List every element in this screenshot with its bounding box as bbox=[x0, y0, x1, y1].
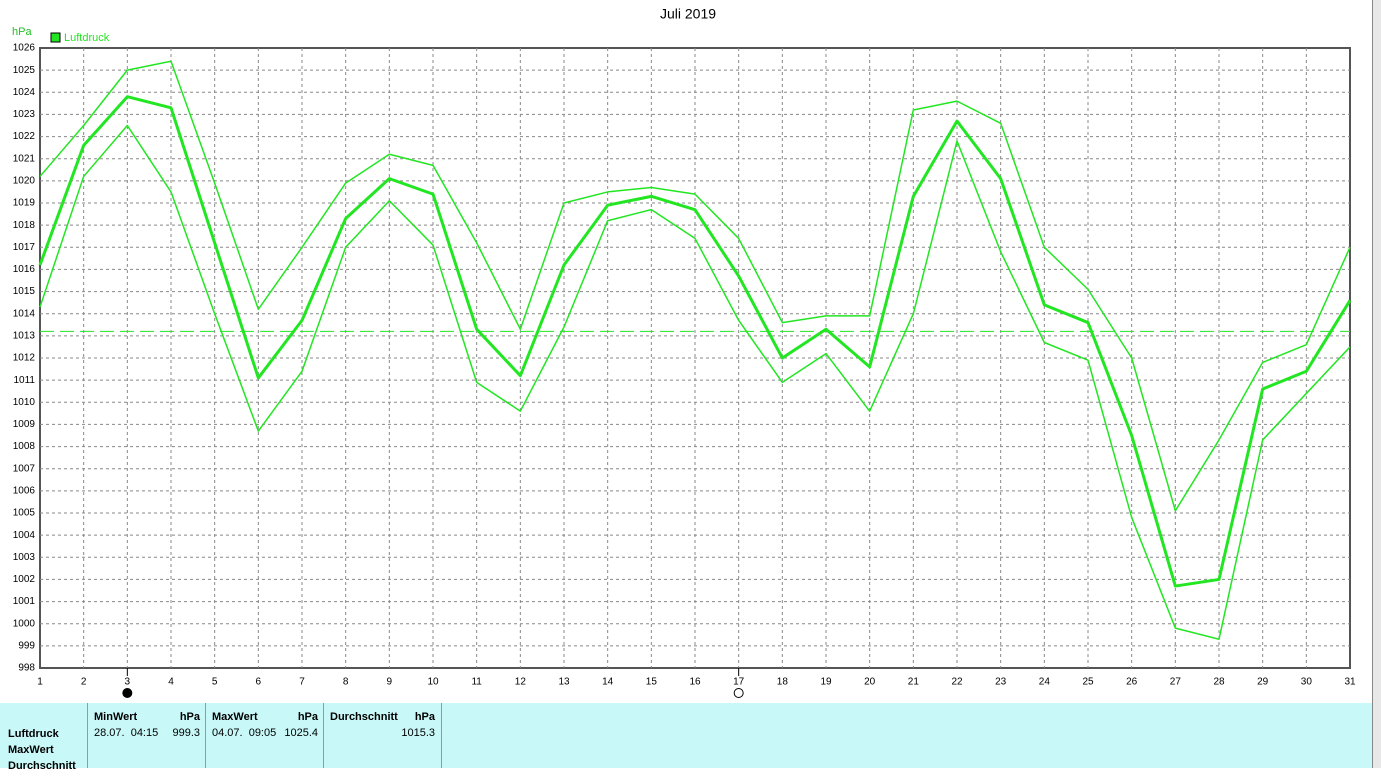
column: MaxWert hPa 04.07. 09:05 1025.4 bbox=[205, 703, 324, 768]
x-tick-label: 24 bbox=[1039, 677, 1051, 688]
y-axis-label: hPa bbox=[12, 26, 32, 38]
legend-swatch bbox=[50, 32, 61, 43]
chart-title: Juli 2019 bbox=[660, 6, 716, 22]
series-line bbox=[39, 124, 1351, 640]
x-tick-label: 6 bbox=[256, 677, 262, 688]
y-tick-label: 1007 bbox=[13, 463, 36, 474]
unit: hPa bbox=[297, 711, 318, 723]
y-tick-label: 1022 bbox=[13, 131, 36, 142]
x-tick-label: 27 bbox=[1170, 677, 1182, 688]
series-line bbox=[38, 95, 1352, 588]
y-tick-label: 1002 bbox=[13, 574, 36, 585]
y-tick-label: 1009 bbox=[13, 419, 36, 430]
x-tick-label: 12 bbox=[515, 677, 527, 688]
x-tick-label: 21 bbox=[908, 677, 920, 688]
y-tick-label: 1021 bbox=[13, 153, 36, 164]
y-tick-label: 1001 bbox=[13, 596, 36, 607]
x-tick-label: 5 bbox=[212, 677, 218, 688]
y-tick-label: 1013 bbox=[13, 330, 36, 341]
summary-table: Luftdruck MaxWert Durchschnitt MinWert h… bbox=[0, 703, 1372, 772]
x-tick-label: 8 bbox=[343, 677, 349, 688]
column: Durchschnitt hPa 1015.3 bbox=[323, 703, 442, 768]
y-tick-label: 1014 bbox=[13, 308, 36, 319]
x-tick-label: 20 bbox=[864, 677, 876, 688]
header: MinWert bbox=[94, 711, 138, 723]
y-tick-label: 1015 bbox=[13, 286, 36, 297]
x-tick-label: 17 bbox=[733, 677, 745, 688]
row-label: Durchschnitt bbox=[8, 760, 76, 772]
legend-label: Luftdruck bbox=[64, 32, 110, 44]
x-tick-label: 28 bbox=[1213, 677, 1225, 688]
x-tick-label: 31 bbox=[1344, 677, 1356, 688]
time: 28.07. 04:15 bbox=[94, 727, 159, 739]
y-tick-label: 1010 bbox=[13, 397, 36, 408]
x-tick-label: 2 bbox=[81, 677, 87, 688]
y-tick-label: 1020 bbox=[13, 175, 36, 186]
x-tick-label: 1 bbox=[37, 677, 43, 688]
row-label: MaxWert bbox=[8, 744, 54, 756]
y-tick-label: 1004 bbox=[13, 530, 36, 541]
series-line bbox=[39, 60, 1351, 512]
x-tick-label: 7 bbox=[299, 677, 305, 688]
moon-phase bbox=[733, 688, 744, 698]
x-tick-label: 15 bbox=[646, 677, 658, 688]
y-tick-label: 1008 bbox=[13, 441, 36, 452]
y-tick-label: 1000 bbox=[13, 618, 36, 629]
y-tick-label: 1026 bbox=[13, 43, 36, 54]
side-panel bbox=[1372, 0, 1381, 768]
y-tick-label: 1006 bbox=[13, 485, 36, 496]
x-tick-label: 3 bbox=[125, 677, 131, 688]
x-tick-label: 10 bbox=[427, 677, 439, 688]
x-tick-label: 11 bbox=[471, 677, 482, 688]
value: 1025.4 bbox=[284, 727, 318, 739]
x-tick-label: 18 bbox=[777, 677, 789, 688]
y-tick-label: 1005 bbox=[13, 508, 36, 519]
time: 04.07. 09:05 bbox=[212, 727, 277, 739]
chart: Juli 2019 hPa 998 999 1000 1001 1002 1003 1004… bbox=[12, 6, 1356, 698]
x-tick-label: 22 bbox=[951, 677, 963, 688]
y-tick-label: 1003 bbox=[13, 552, 36, 563]
y-tick-label: 1016 bbox=[13, 264, 36, 275]
x-tick-label: 25 bbox=[1082, 677, 1094, 688]
header: MaxWert bbox=[212, 711, 258, 723]
y-tick-label: 999 bbox=[18, 640, 35, 651]
x-tick-label: 4 bbox=[168, 677, 174, 688]
column: MinWert hPa 28.07. 04:15 999.3 bbox=[87, 703, 206, 768]
y-tick-label: 998 bbox=[18, 663, 35, 674]
value: 999.3 bbox=[172, 727, 200, 739]
header: Durchschnitt bbox=[330, 711, 398, 723]
row-label: Luftdruck bbox=[8, 728, 59, 740]
y-tick-label: 1023 bbox=[13, 109, 36, 120]
x-tick-label: 16 bbox=[689, 677, 701, 688]
x-tick-label: 30 bbox=[1301, 677, 1313, 688]
x-tick-label: 26 bbox=[1126, 677, 1138, 688]
y-tick-label: 1017 bbox=[13, 242, 36, 253]
moon-phase bbox=[122, 688, 133, 698]
x-tick-label: 29 bbox=[1257, 677, 1269, 688]
y-tick-label: 1018 bbox=[13, 220, 36, 231]
x-tick-label: 19 bbox=[820, 677, 832, 688]
unit: hPa bbox=[414, 711, 435, 723]
x-tick-label: 13 bbox=[558, 677, 570, 688]
y-tick-label: 1011 bbox=[13, 375, 35, 386]
y-tick-label: 1012 bbox=[13, 353, 36, 364]
y-tick-label: 1025 bbox=[13, 65, 36, 76]
value: 1015.3 bbox=[401, 727, 435, 739]
x-tick-label: 9 bbox=[387, 677, 393, 688]
unit: hPa bbox=[179, 711, 200, 723]
x-tick-label: 23 bbox=[995, 677, 1007, 688]
x-tick-label: 14 bbox=[602, 677, 614, 688]
y-tick-label: 1024 bbox=[13, 87, 36, 98]
y-tick-label: 1019 bbox=[13, 198, 36, 209]
